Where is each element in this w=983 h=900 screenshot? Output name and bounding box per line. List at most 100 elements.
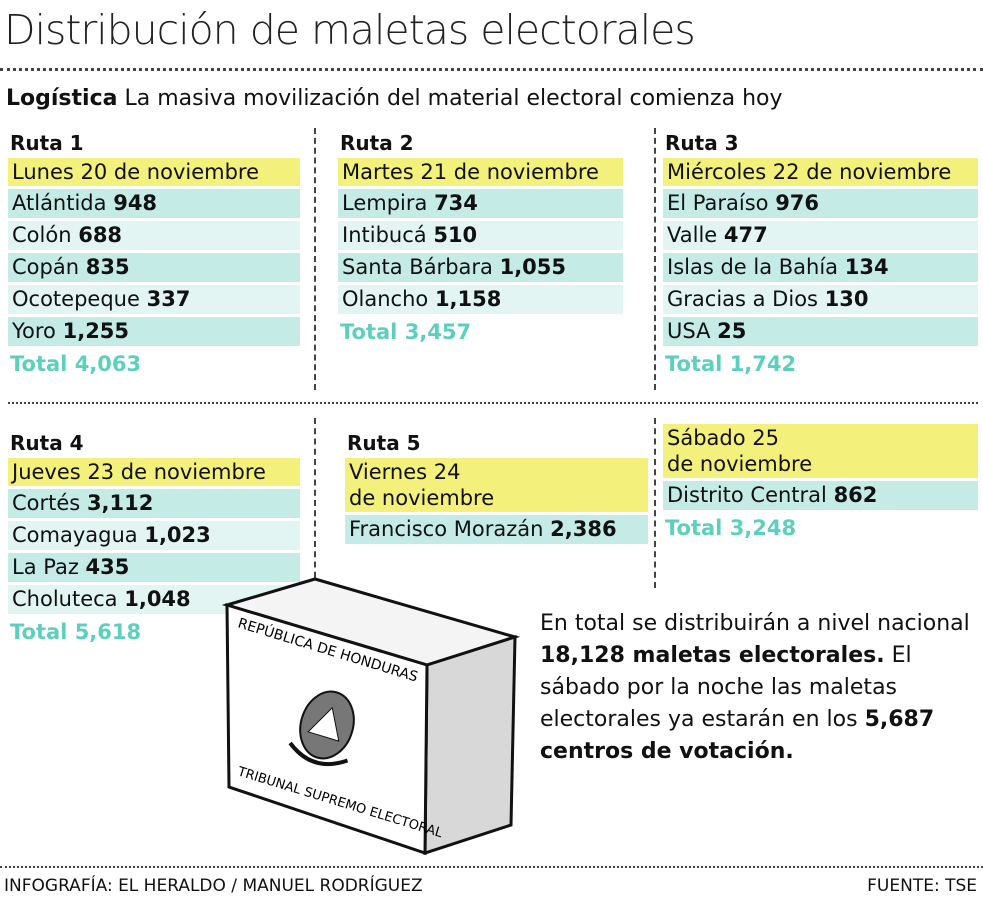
place: Distrito Central (667, 483, 827, 507)
route-row: Copán 835 (8, 253, 300, 282)
column-divider (314, 128, 316, 390)
route-row: El Paraíso 976 (663, 189, 978, 218)
place: La Paz (12, 555, 79, 579)
route-row: Intibucá 510 (338, 221, 623, 250)
place: USA (667, 319, 711, 343)
place: Ocotepeque (12, 287, 140, 311)
total-value: 4,063 (74, 352, 142, 376)
route-row: Ocotepeque 337 (8, 285, 300, 314)
place: Santa Bárbara (342, 255, 493, 279)
route: Sábado 25 de noviembre Distrito Central 8… (663, 424, 978, 543)
route-row: Valle 477 (663, 221, 978, 250)
route: Ruta 3 Miércoles 22 de noviembre El Paraís… (663, 128, 978, 379)
count: 510 (433, 223, 478, 247)
route-date: Miércoles 22 de noviembre (663, 158, 978, 186)
total-label: Total (665, 516, 723, 540)
route-row: Atlántida 948 (8, 189, 300, 218)
route-rows: Atlántida 948 Colón 688 Copán 835 Ocotepequ… (8, 189, 300, 346)
count: 734 (434, 191, 478, 215)
route: Ruta 1 Lunes 20 de noviembre Atlántida 948… (8, 128, 300, 379)
route-rows: Distrito Central 862 (663, 481, 978, 510)
place: Islas de la Bahía (667, 255, 839, 279)
place: Olancho (342, 287, 429, 311)
route-date: Viernes 24 de noviembre (345, 458, 648, 512)
place: Lempira (342, 191, 428, 215)
route-rows: Lempira 734 Intibucá 510 Santa Bárbara 1,0… (338, 189, 623, 314)
divider (0, 866, 983, 868)
count: 25 (717, 319, 747, 343)
summary-text: 18,128 maletas electorales. (540, 643, 885, 668)
route-total: Total 3,248 (663, 513, 978, 543)
count: 1,023 (144, 523, 211, 547)
summary-text: El sábado por la noche las maletas elect… (540, 643, 912, 732)
column-divider (654, 418, 656, 588)
route-name: Ruta 3 (665, 131, 739, 155)
total-value: 3,248 (729, 516, 797, 540)
count: 337 (146, 287, 191, 311)
row-divider (8, 402, 978, 404)
route-date: Martes 21 de noviembre (338, 158, 623, 186)
route-row: Yoro 1,255 (8, 317, 300, 346)
route-total: Total 5,618 (8, 617, 300, 647)
route-row: Distrito Central 862 (663, 481, 978, 510)
route-row: Comayagua 1,023 (8, 521, 300, 550)
route-date: Lunes 20 de noviembre (8, 158, 300, 186)
route-date: Jueves 23 de noviembre (8, 458, 300, 486)
count: 3,112 (86, 491, 154, 515)
title: Distribución de maletas electorales (4, 6, 696, 54)
count: 130 (824, 287, 869, 311)
route-row: Gracias a Dios 130 (663, 285, 978, 314)
count: 435 (85, 555, 130, 579)
place: Intibucá (342, 223, 427, 247)
column-divider (314, 418, 316, 588)
route: Ruta 5 Viernes 24 de noviembre Francisco M… (345, 428, 648, 547)
place: Atlántida (12, 191, 107, 215)
total-value: 5,618 (74, 620, 142, 644)
route-row: Cortés 3,112 (8, 489, 300, 518)
count: 134 (844, 255, 889, 279)
count: 688 (78, 223, 123, 247)
place: Choluteca (12, 587, 118, 611)
route: Ruta 2 Martes 21 de noviembre Lempira 734 I… (338, 128, 623, 347)
place: Copán (12, 255, 80, 279)
route-row: La Paz 435 (8, 553, 300, 582)
route-name: Ruta 5 (347, 431, 421, 455)
count: 976 (775, 191, 820, 215)
place: Colón (12, 223, 72, 247)
total-label: Total (10, 352, 68, 376)
route-row: Lempira 734 (338, 189, 623, 218)
count: 477 (723, 223, 768, 247)
summary: En total se distribuirán a nivel naciona… (540, 608, 970, 768)
route-name: Ruta 2 (340, 131, 414, 155)
place: Valle (667, 223, 718, 247)
subtitle-lead: Logística (6, 86, 118, 111)
count: 2,386 (550, 517, 617, 541)
ballot-box: REPÚBLICA DE HONDURAS TRIBUNAL SUPREMO E… (221, 577, 521, 856)
place: El Paraíso (667, 191, 769, 215)
subtitle-text: La masiva movilización del material elec… (124, 86, 783, 111)
route-rows: El Paraíso 976 Valle 477 Islas de la Bahía… (663, 189, 978, 346)
route-rows: Francisco Morazán 2,386 (345, 515, 648, 544)
emblem (288, 690, 355, 767)
route-row: Islas de la Bahía 134 (663, 253, 978, 282)
route-name: Ruta 4 (10, 431, 84, 455)
route-row: Olancho 1,158 (338, 285, 623, 314)
route-row: Colón 688 (8, 221, 300, 250)
footer-credit: INFOGRAFÍA: EL HERALDO / MANUEL RODRÍGUE… (4, 876, 423, 896)
total-label: Total (665, 352, 723, 376)
route-row: USA 25 (663, 317, 978, 346)
place: Cortés (12, 491, 81, 515)
summary-text: 5,687 centros de votación. (540, 707, 935, 764)
route-total: Total 1,742 (663, 349, 978, 379)
total-value: 1,742 (729, 352, 797, 376)
place: Yoro (12, 319, 56, 343)
route-total: Total 3,457 (338, 317, 623, 347)
place: Francisco Morazán (349, 517, 544, 541)
count: 1,158 (434, 287, 502, 311)
box-side (423, 634, 517, 856)
count: 1,055 (499, 255, 567, 279)
total-label: Total (10, 620, 68, 644)
column-divider (654, 128, 656, 390)
route-name: Ruta 1 (10, 131, 84, 155)
